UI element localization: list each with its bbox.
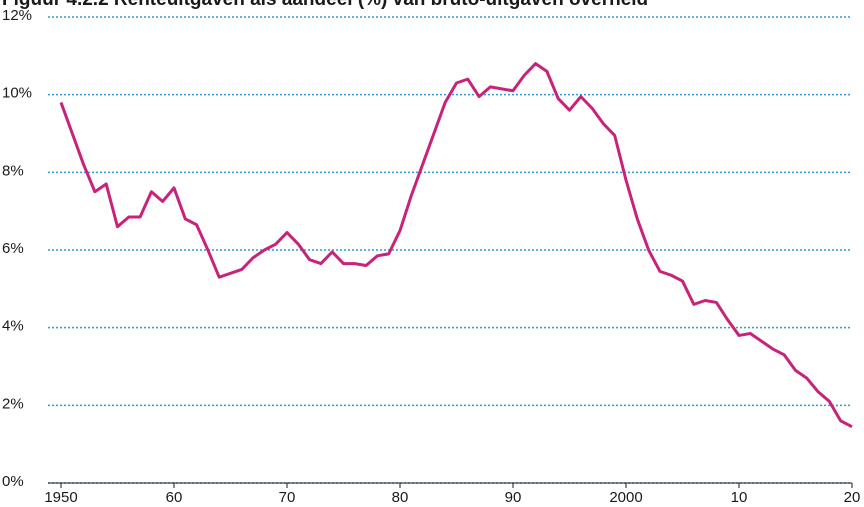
x-tick-label: 20 [844, 489, 861, 506]
data-line [59, 62, 853, 429]
y-tick-label: 6% [2, 240, 24, 257]
y-tick-label: 0% [2, 473, 24, 490]
x-tick-label: 60 [166, 489, 183, 506]
chart-title: Figuur 4.2.2 Renteuitgaven als aandeel (… [2, 0, 648, 10]
x-tick-label: 70 [279, 489, 296, 506]
y-tick-label: 4% [2, 318, 24, 335]
x-tick-label: 80 [392, 489, 409, 506]
y-tick-label: 2% [2, 395, 24, 412]
y-tick-label: 8% [2, 162, 24, 179]
x-tick-label: 1950 [44, 489, 77, 506]
x-tick-label: 90 [505, 489, 522, 506]
y-tick-label: 10% [2, 85, 32, 102]
y-tick-label: 12% [2, 7, 32, 24]
x-tick-label: 10 [731, 489, 748, 506]
x-tick-label: 2000 [609, 489, 642, 506]
